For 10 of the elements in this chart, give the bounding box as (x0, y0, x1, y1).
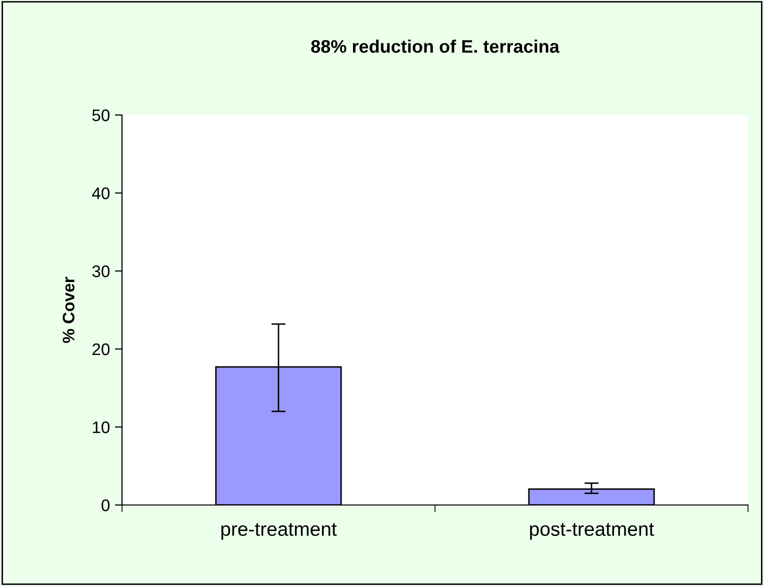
y-tick-label: 10 (92, 421, 110, 434)
y-tick-label: 40 (92, 187, 110, 200)
x-tick-label: pre-treatment (221, 523, 337, 540)
y-tick-label: 20 (92, 343, 110, 356)
y-tick-label: 0 (102, 499, 110, 512)
y-tick-label: 30 (92, 265, 110, 278)
y-tick-label: 50 (92, 109, 110, 122)
y-axis-title: % Cover (62, 276, 74, 343)
x-tick-label: post-treatment (530, 523, 654, 540)
chart-title: 88% reduction of E. terracina (311, 40, 560, 53)
